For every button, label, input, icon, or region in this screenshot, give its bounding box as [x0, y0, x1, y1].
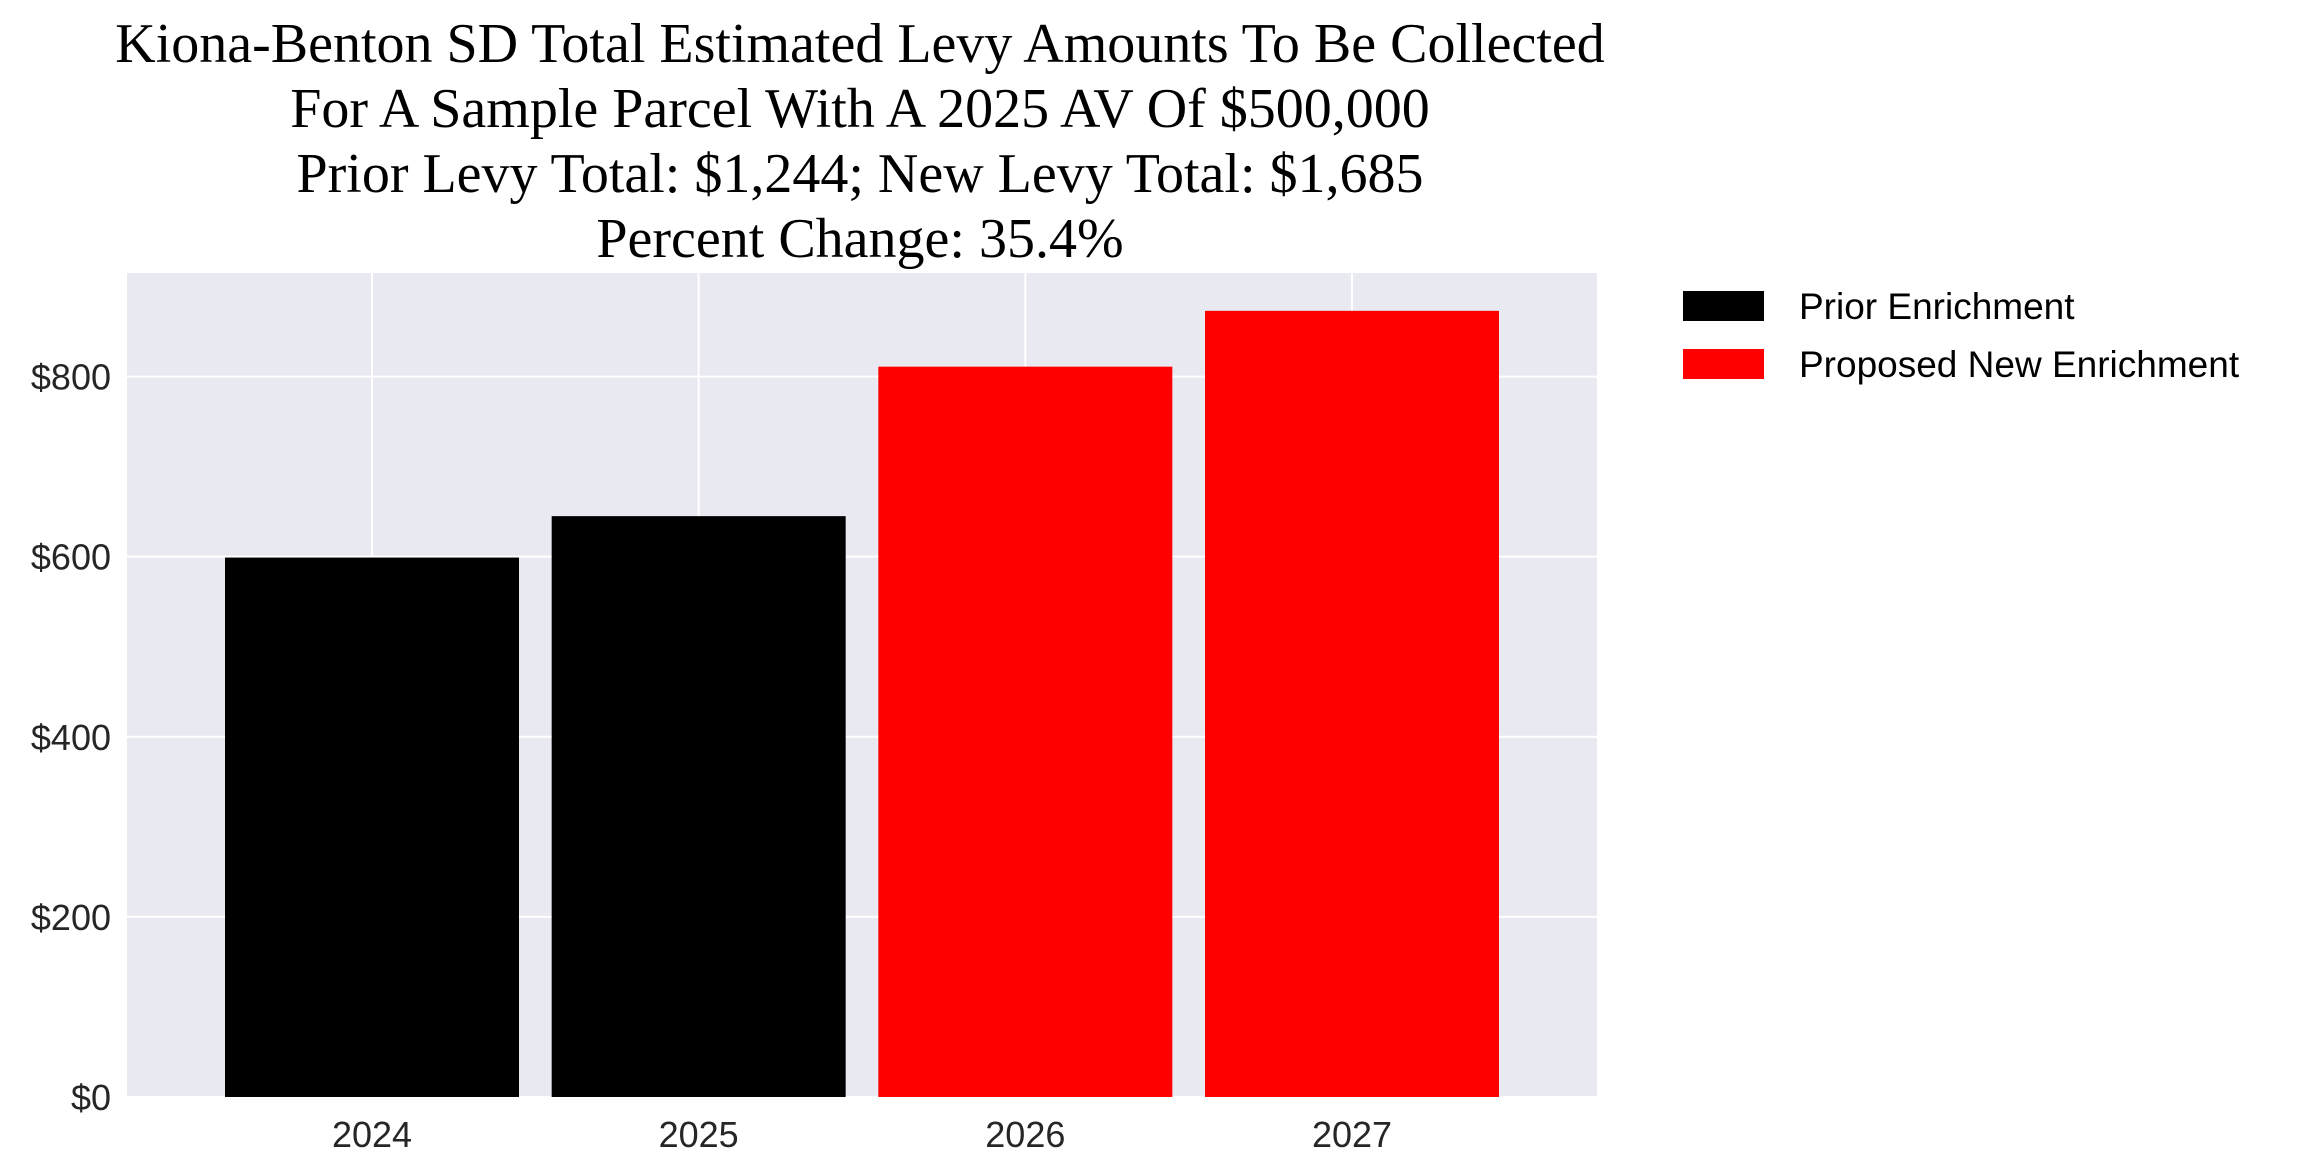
- y-tick-label: $600: [31, 537, 111, 578]
- chart-title-line-4: Percent Change: 35.4%: [596, 208, 1123, 270]
- x-tick-label: 2024: [332, 1114, 412, 1152]
- y-tick-label: $800: [31, 357, 111, 398]
- x-axis-ticks: 2024 2025 2026 2027: [332, 1114, 1392, 1152]
- legend-label-proposed: Proposed New Enrichment: [1799, 344, 2240, 385]
- bar-2024: [225, 557, 519, 1097]
- x-tick-label: 2027: [1312, 1114, 1392, 1152]
- x-tick-label: 2026: [985, 1114, 1065, 1152]
- y-tick-label: $0: [71, 1077, 111, 1118]
- bar-2025: [551, 516, 846, 1097]
- y-axis-ticks: $0 $200 $400 $600 $800: [31, 357, 111, 1118]
- legend-swatch-prior: [1683, 291, 1764, 321]
- legend-label-prior: Prior Enrichment: [1799, 286, 2075, 327]
- x-tick-label: 2025: [659, 1114, 739, 1152]
- legend: Prior Enrichment Proposed New Enrichment: [1683, 286, 2240, 385]
- bar-2026: [878, 366, 1173, 1097]
- legend-swatch-proposed: [1683, 349, 1764, 379]
- bars: [225, 310, 1499, 1097]
- bar-2027: [1205, 310, 1499, 1097]
- chart-title-line-2: For A Sample Parcel With A 2025 AV Of $5…: [290, 78, 1430, 140]
- chart-title-line-3: Prior Levy Total: $1,244; New Levy Total…: [296, 143, 1423, 205]
- chart-title: Kiona-Benton SD Total Estimated Levy Amo…: [115, 13, 1604, 270]
- y-tick-label: $200: [31, 897, 111, 938]
- y-tick-label: $400: [31, 717, 111, 758]
- chart-title-line-1: Kiona-Benton SD Total Estimated Levy Amo…: [115, 13, 1604, 75]
